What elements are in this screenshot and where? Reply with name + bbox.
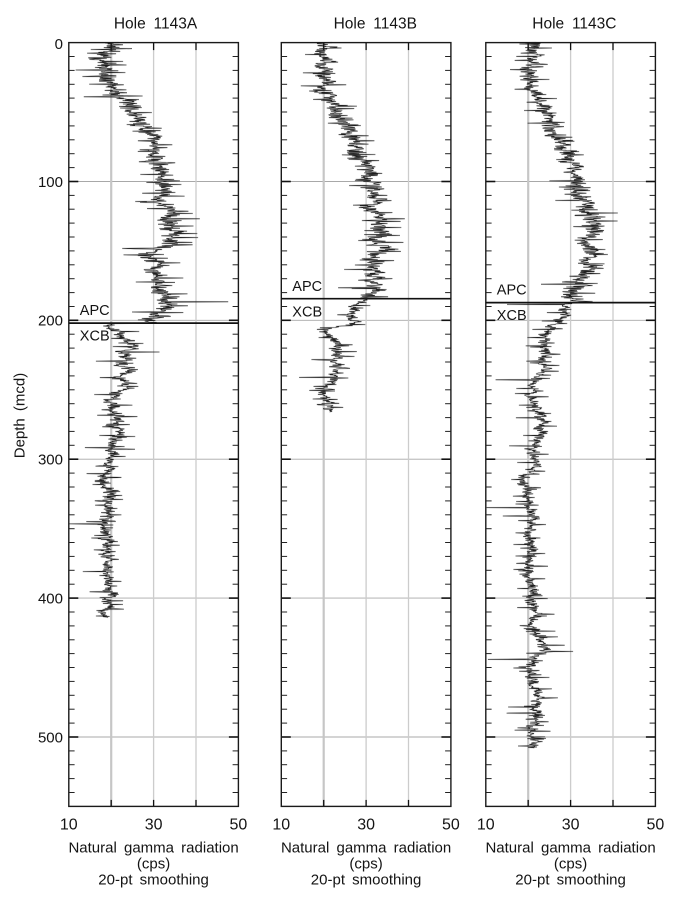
svg-text:Natural gamma radiation: Natural gamma radiation [281, 839, 451, 856]
svg-text:10: 10 [272, 816, 290, 833]
svg-text:400: 400 [38, 591, 63, 608]
svg-text:20-pt smoothing: 20-pt smoothing [515, 872, 626, 889]
svg-text:APC: APC [497, 283, 527, 299]
svg-text:10: 10 [477, 816, 495, 833]
svg-text:Depth (mcd): Depth (mcd) [11, 373, 28, 459]
svg-text:300: 300 [38, 452, 63, 469]
svg-text:500: 500 [38, 729, 63, 746]
svg-text:APC: APC [80, 303, 110, 319]
svg-text:100: 100 [38, 174, 63, 191]
svg-text:Natural gamma radiation: Natural gamma radiation [68, 839, 238, 856]
svg-text:Hole 1143C: Hole 1143C [532, 16, 616, 33]
svg-text:XCB: XCB [80, 329, 110, 345]
svg-text:200: 200 [38, 313, 63, 330]
svg-text:30: 30 [357, 816, 375, 833]
svg-text:Hole 1143B: Hole 1143B [334, 16, 417, 33]
svg-text:50: 50 [647, 816, 665, 833]
svg-text:XCB: XCB [497, 308, 527, 324]
svg-text:30: 30 [562, 816, 580, 833]
svg-text:20-pt smoothing: 20-pt smoothing [98, 872, 209, 889]
svg-text:(cps): (cps) [349, 855, 382, 872]
svg-text:(cps): (cps) [554, 855, 587, 872]
svg-text:Natural gamma radiation: Natural gamma radiation [485, 839, 655, 856]
svg-text:10: 10 [60, 816, 78, 833]
svg-text:Hole 1143A: Hole 1143A [114, 16, 198, 33]
svg-text:50: 50 [442, 816, 460, 833]
svg-text:30: 30 [145, 816, 163, 833]
svg-text:0: 0 [55, 36, 63, 53]
svg-text:50: 50 [230, 816, 248, 833]
svg-text:20-pt smoothing: 20-pt smoothing [311, 872, 422, 889]
svg-text:APC: APC [292, 279, 322, 295]
svg-text:XCB: XCB [292, 304, 322, 320]
svg-text:(cps): (cps) [137, 855, 170, 872]
